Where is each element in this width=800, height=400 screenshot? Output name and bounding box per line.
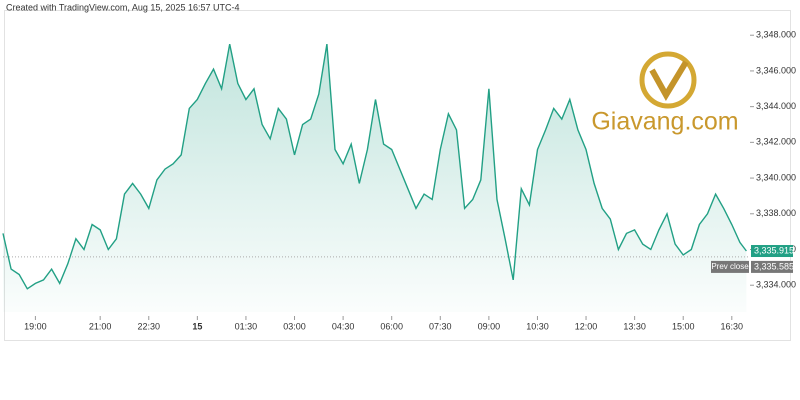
x-tick-label: 15 bbox=[192, 321, 202, 331]
last-price-box bbox=[751, 245, 793, 258]
y-tick-label: 3,342.000 bbox=[756, 137, 796, 147]
y-tick-label: 3,334.000 bbox=[756, 280, 796, 290]
x-tick-label: 06:00 bbox=[380, 321, 403, 331]
header: Created with TradingView.com, Aug 15, 20… bbox=[6, 2, 239, 12]
prev-close-name: Prev close bbox=[711, 262, 749, 271]
watermark: Giavang.com bbox=[591, 108, 738, 136]
x-tick-label: 03:00 bbox=[283, 321, 306, 331]
x-tick-label: 19:00 bbox=[24, 321, 47, 331]
y-tick-label: 3,344.000 bbox=[756, 101, 796, 111]
x-tick-label: 21:00 bbox=[89, 321, 112, 331]
x-tick-label: 10:30 bbox=[526, 321, 549, 331]
area-fill bbox=[3, 44, 747, 312]
prev-close-tag bbox=[711, 260, 749, 273]
chart-frame bbox=[4, 10, 791, 341]
x-tick-label: 16:30 bbox=[721, 321, 744, 331]
x-tick-label: 01:30 bbox=[235, 321, 258, 331]
y-tick-label: 3,340.000 bbox=[756, 172, 796, 182]
x-tick-label: 13:30 bbox=[623, 321, 646, 331]
last-price-label: 3,335.915 bbox=[754, 245, 794, 255]
y-tick-label: 3,346.000 bbox=[756, 65, 796, 75]
y-tick-label: 3,348.000 bbox=[756, 30, 796, 40]
y-tick-label: 3,338.000 bbox=[756, 208, 796, 218]
x-tick-label: 04:30 bbox=[332, 321, 355, 331]
x-tick-label: 22:30 bbox=[137, 321, 160, 331]
x-tick-label: 12:00 bbox=[575, 321, 598, 331]
price-line bbox=[2, 43, 747, 290]
x-tick-label: 09:00 bbox=[478, 321, 501, 331]
watermark-logo: Giavang.com bbox=[591, 51, 739, 136]
prev-close-box bbox=[751, 260, 793, 273]
x-tick-label: 15:00 bbox=[672, 321, 695, 331]
prev-close-label: 3,335.585 bbox=[754, 261, 794, 271]
x-tick-label: 07:30 bbox=[429, 321, 452, 331]
